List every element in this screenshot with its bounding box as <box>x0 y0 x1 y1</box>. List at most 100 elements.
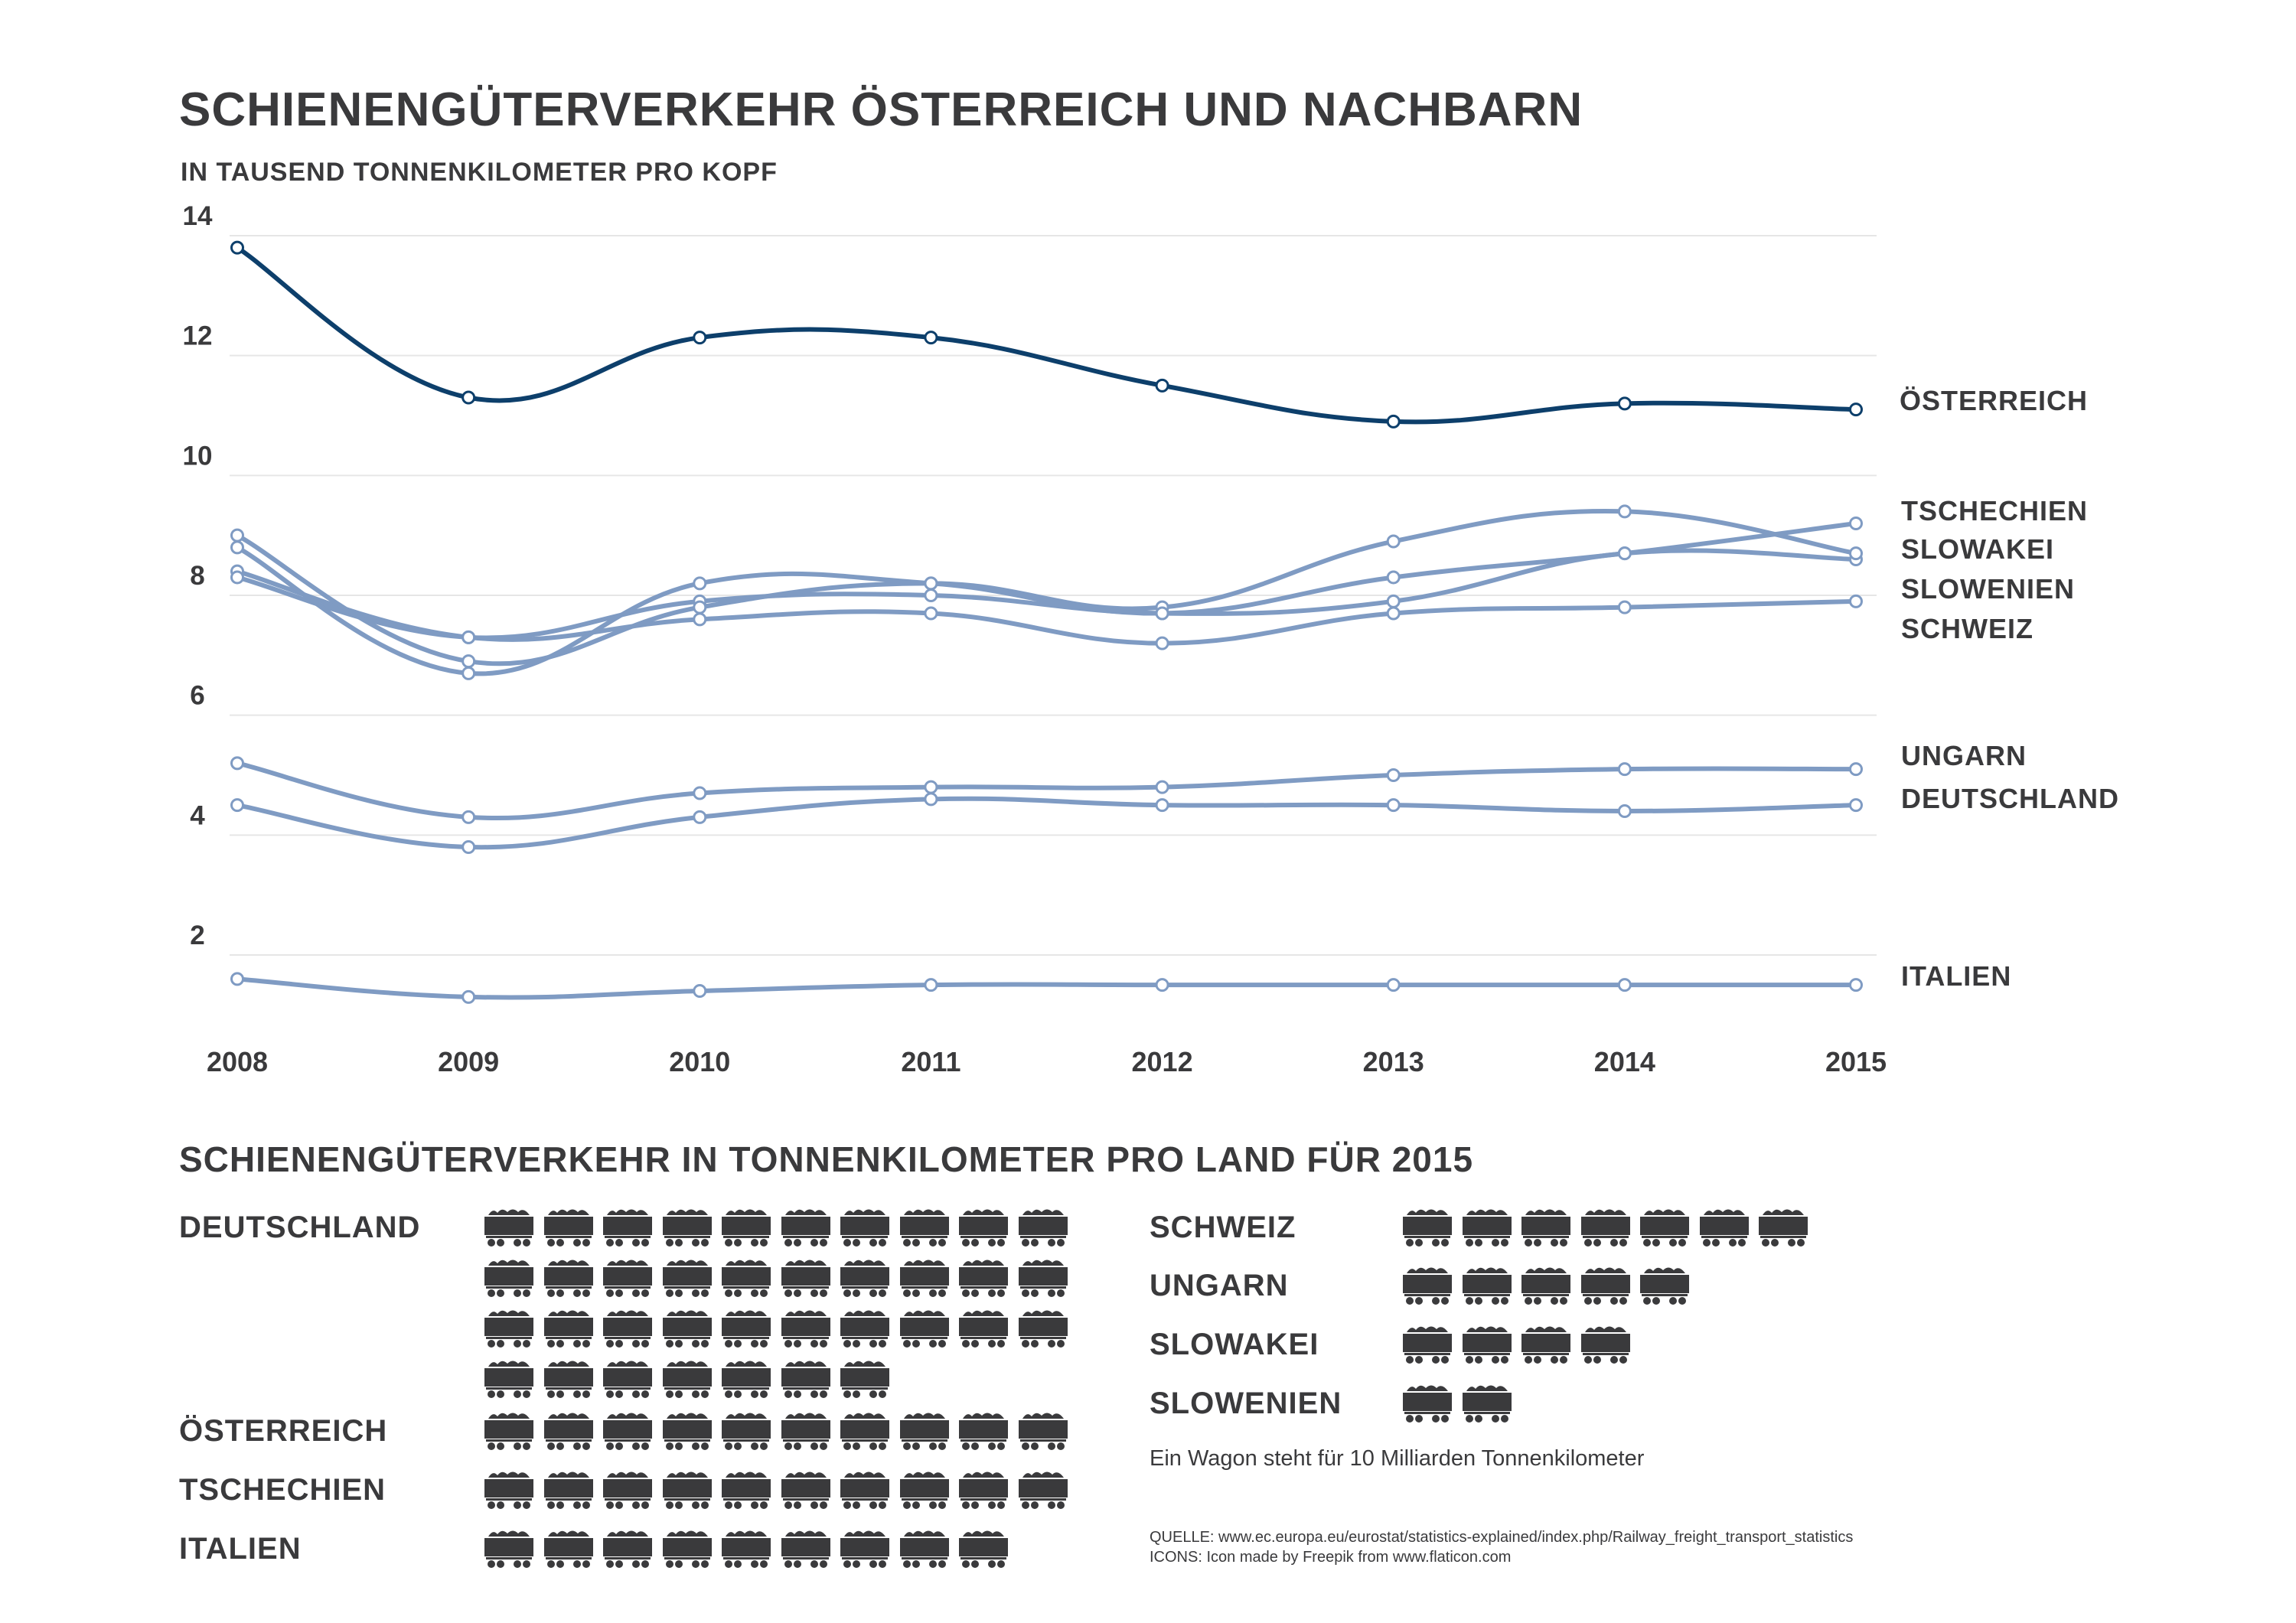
data-point <box>1617 396 1632 411</box>
data-point <box>1386 414 1401 429</box>
data-point <box>461 654 476 669</box>
freight-wagon-icon <box>602 1255 653 1301</box>
freight-wagon-icon <box>781 1255 831 1301</box>
data-point <box>230 756 244 771</box>
freight-wagon-icon <box>958 1467 1009 1513</box>
x-tick-label: 2014 <box>1594 1046 1655 1077</box>
data-point <box>1849 402 1863 417</box>
y-tick-label: 6 <box>190 681 204 711</box>
freight-wagon-icon <box>602 1356 653 1402</box>
x-tick-label: 2015 <box>1825 1046 1887 1077</box>
freight-wagon-icon <box>899 1305 950 1351</box>
freight-wagon-icon <box>840 1305 890 1351</box>
data-point <box>461 666 476 680</box>
freight-wagon-icon <box>958 1526 1009 1572</box>
data-point <box>924 780 938 794</box>
freight-wagon-icon <box>1018 1204 1068 1250</box>
freight-wagon-icon <box>1580 1322 1631 1367</box>
series-line <box>235 521 1858 676</box>
freight-wagon-icon <box>958 1408 1009 1454</box>
freight-wagon-icon <box>1462 1263 1512 1309</box>
freight-wagon-icon <box>543 1255 594 1301</box>
data-point <box>461 840 476 854</box>
freight-wagon-icon <box>1402 1380 1453 1426</box>
chart-title: SCHIENENGÜTERVERKEHR ÖSTERREICH UND NACH… <box>179 83 1583 136</box>
grid-lines <box>230 235 1877 956</box>
freight-wagon-icon <box>484 1356 534 1402</box>
freight-wagon-icon <box>662 1467 713 1513</box>
freight-wagon-icon <box>1521 1322 1571 1367</box>
data-point <box>461 390 476 405</box>
x-axis-ticks: 2008 2009 2010 2011 2012 2013 2014 2015 <box>207 1046 1887 1077</box>
freight-wagon-icon <box>484 1467 534 1513</box>
freight-wagon-icon <box>484 1408 534 1454</box>
freight-wagon-icon <box>840 1467 890 1513</box>
data-point <box>1155 798 1169 813</box>
freight-wagon-icon <box>899 1255 950 1301</box>
data-point <box>461 989 476 1004</box>
freight-wagon-icon <box>721 1526 771 1572</box>
freight-wagon-icon <box>662 1204 713 1250</box>
country-label: UNGARN <box>1150 1269 1289 1302</box>
data-point <box>1849 546 1863 561</box>
data-point <box>1386 570 1401 585</box>
series-label: SLOWENIEN <box>1901 573 2075 605</box>
freight-wagon-icon <box>543 1305 594 1351</box>
freight-wagon-icon <box>1580 1263 1631 1309</box>
freight-wagon-icon <box>543 1526 594 1572</box>
x-tick-label: 2010 <box>669 1046 730 1077</box>
freight-wagon-icon <box>781 1305 831 1351</box>
data-point <box>1849 978 1863 992</box>
freight-wagon-icon <box>840 1408 890 1454</box>
freight-wagon-icon <box>1018 1255 1068 1301</box>
freight-wagon-icon <box>1462 1204 1512 1250</box>
data-point <box>1617 504 1632 519</box>
freight-wagon-icon <box>1402 1322 1453 1367</box>
freight-wagon-icon <box>1462 1380 1512 1426</box>
data-point <box>1155 978 1169 992</box>
data-point <box>461 630 476 644</box>
freight-wagon-icon <box>840 1526 890 1572</box>
freight-wagon-icon <box>662 1305 713 1351</box>
freight-wagon-icon <box>781 1204 831 1250</box>
freight-wagon-icon <box>1521 1204 1571 1250</box>
freight-wagon-icon <box>899 1526 950 1572</box>
x-tick-label: 2012 <box>1132 1046 1193 1077</box>
freight-wagon-icon <box>781 1526 831 1572</box>
y-tick-label: 8 <box>190 561 204 591</box>
data-point <box>693 984 707 998</box>
data-point <box>924 576 938 591</box>
freight-wagon-icon <box>602 1204 653 1250</box>
series-lines <box>235 245 1858 1000</box>
data-point <box>1849 798 1863 813</box>
data-point <box>924 331 938 345</box>
data-point <box>693 600 707 614</box>
freight-wagon-icon <box>484 1526 534 1572</box>
country-label: ÖSTERREICH <box>179 1414 388 1448</box>
freight-wagon-icon <box>484 1255 534 1301</box>
x-tick-label: 2008 <box>207 1046 268 1077</box>
data-point <box>1386 978 1401 992</box>
freight-wagon-icon <box>543 1408 594 1454</box>
data-point <box>1386 768 1401 782</box>
freight-wagon-icon <box>1402 1204 1453 1250</box>
data-point <box>461 810 476 824</box>
data-point <box>1849 594 1863 608</box>
country-label: SLOWENIEN <box>1150 1387 1342 1420</box>
data-point <box>1386 798 1401 813</box>
series-line <box>235 761 1858 821</box>
data-point <box>1155 606 1169 621</box>
freight-wagon-icon <box>721 1204 771 1250</box>
freight-wagon-icon <box>1018 1467 1068 1513</box>
freight-wagon-icon <box>958 1305 1009 1351</box>
freight-wagon-icon <box>1018 1408 1068 1454</box>
series-label: UNGARN <box>1901 740 2027 771</box>
freight-wagon-icon <box>662 1408 713 1454</box>
x-tick-label: 2011 <box>901 1046 960 1077</box>
freight-wagon-icon <box>781 1408 831 1454</box>
y-tick-label: 14 <box>183 201 213 231</box>
data-point <box>1617 978 1632 992</box>
data-point <box>693 786 707 800</box>
freight-wagon-icon <box>958 1255 1009 1301</box>
